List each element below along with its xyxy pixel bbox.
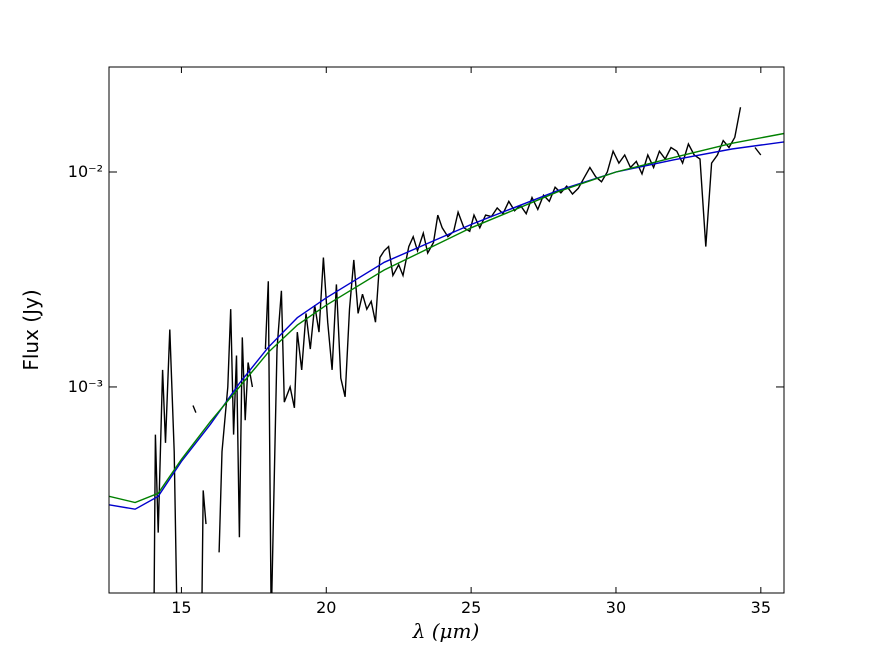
y-axis-label: Flux (Jy) <box>19 289 43 370</box>
y-tick-label: 10⁻² <box>68 162 103 181</box>
x-tick-label: 35 <box>751 598 771 617</box>
x-tick-label: 30 <box>606 598 626 617</box>
plot-frame <box>108 66 785 594</box>
x-tick-label: 20 <box>316 598 336 617</box>
series-line <box>153 107 762 593</box>
y-tick-label: 10⁻³ <box>68 377 103 396</box>
plot-area <box>109 67 784 593</box>
x-axis-label: λ (μm) <box>412 619 480 643</box>
lines <box>109 107 784 593</box>
x-tick-label: 15 <box>171 598 191 617</box>
series-line <box>109 132 784 504</box>
x-tick-label: 25 <box>461 598 481 617</box>
series-line <box>109 141 784 510</box>
